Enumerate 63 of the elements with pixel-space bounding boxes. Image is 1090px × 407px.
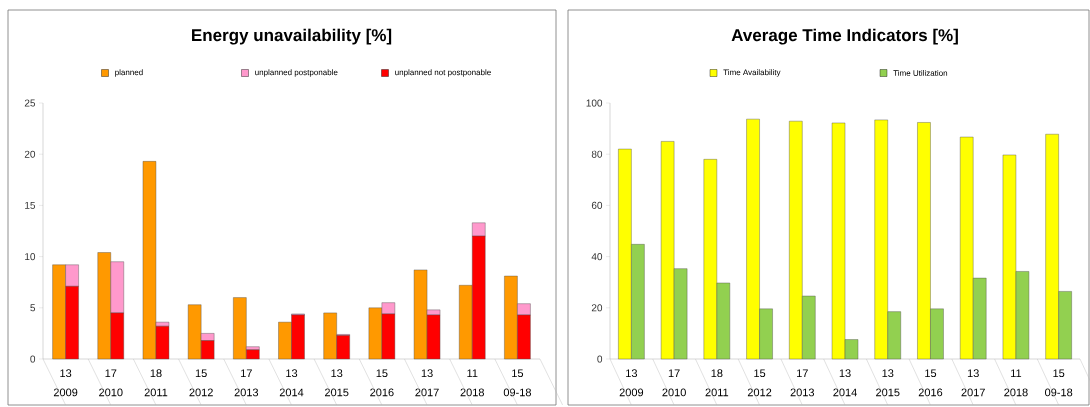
x-tick-label: 2015 <box>325 388 349 397</box>
text: 13 <box>967 369 979 378</box>
x-tick-label: 2018 <box>1004 388 1028 397</box>
x-tick-label: 2010 <box>662 388 686 397</box>
text: 17 <box>797 369 808 377</box>
x-tick-label: 2011 <box>705 388 729 397</box>
x-tick-label: 2016 <box>370 388 394 397</box>
x-tick-label: 2017 <box>961 388 985 397</box>
y-tick-label: 10 <box>25 253 36 261</box>
x-tick-label: 09-18 <box>1045 388 1073 397</box>
text: 17 <box>668 369 680 377</box>
text: 13 <box>839 369 851 378</box>
x-tick-label: 2018 <box>460 388 484 397</box>
chart-title: Energy unavailability [%] <box>192 28 392 45</box>
y-tick-label: 100 <box>586 99 603 107</box>
y-tick-label: 5 <box>30 304 36 312</box>
text: 18 <box>150 369 162 378</box>
x-tick-label: 2009 <box>619 388 644 397</box>
text: 11 <box>1011 369 1022 377</box>
y-tick-label: 20 <box>591 304 603 312</box>
y-tick-label: 25 <box>24 99 36 107</box>
y-tick-label: 0 <box>30 355 36 363</box>
text: 13 <box>60 369 72 378</box>
text: 13 <box>421 369 433 378</box>
x-tick-label: 2011 <box>144 388 168 397</box>
x-tick-label: 2015 <box>876 388 900 397</box>
y-tick-label: 80 <box>591 150 603 158</box>
x-tick-label: 2012 <box>747 388 772 397</box>
x-tick-label: 2014 <box>833 388 857 397</box>
y-tick-label: 60 <box>591 201 603 209</box>
x-tick-label: 2009 <box>53 388 78 397</box>
text: 15 <box>512 369 524 378</box>
text: 13 <box>286 369 298 378</box>
x-tick-label: 2013 <box>790 388 815 397</box>
text: 15 <box>925 369 937 378</box>
x-tick-label: 2014 <box>279 388 304 397</box>
chart-title: Average Time Indicators [%] <box>731 28 958 45</box>
text: 13 <box>331 369 343 378</box>
x-tick-label: 2010 <box>99 388 123 397</box>
legend-label: planned <box>115 69 143 77</box>
legend-label: Time Availability <box>723 69 781 77</box>
y-tick-label: 20 <box>24 150 36 158</box>
legend-label: unplanned postponable <box>255 69 338 77</box>
text: 15 <box>754 369 766 378</box>
x-tick-label: 2017 <box>415 388 439 397</box>
legend-label: Time Utilization <box>893 70 948 76</box>
x-tick-label: 2016 <box>918 388 943 397</box>
text: 13 <box>626 369 638 378</box>
y-tick-label: 40 <box>591 253 603 261</box>
text: 18 <box>711 369 723 378</box>
x-tick-label: 2012 <box>189 388 213 397</box>
x-tick-label: 2013 <box>234 388 259 397</box>
y-tick-label: 15 <box>25 201 36 209</box>
text: 17 <box>105 369 117 377</box>
legend-label: unplanned not postponable <box>395 69 491 77</box>
text: 11 <box>467 369 478 377</box>
x-tick-label: 09-18 <box>503 388 531 397</box>
y-tick-label: 0 <box>597 355 603 363</box>
text: 15 <box>195 369 207 378</box>
text: 13 <box>882 369 894 378</box>
text: 15 <box>376 369 388 378</box>
text: 17 <box>241 369 252 377</box>
text: 15 <box>1053 369 1065 378</box>
